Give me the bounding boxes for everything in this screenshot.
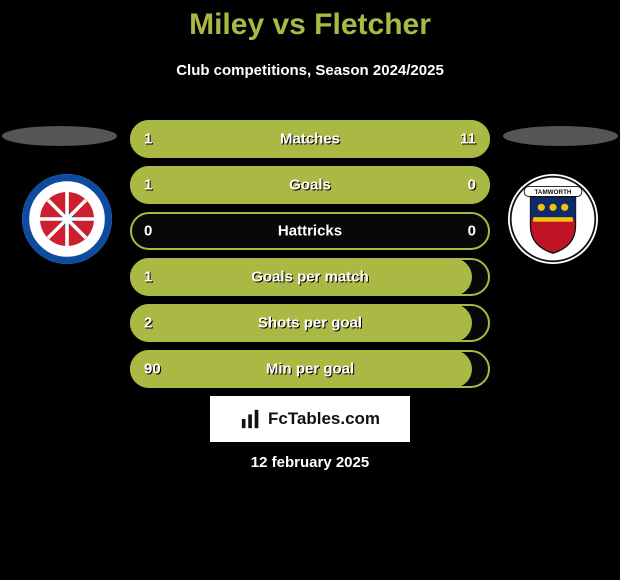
hartlepool-united-badge: HARTLEPOOL — [22, 174, 112, 264]
stat-value-left: 90 — [144, 361, 161, 378]
stat-row: 2 Shots per goal — [130, 304, 490, 342]
stat-value-left: 1 — [144, 177, 152, 194]
comparison-infographic: Miley vs Fletcher Club competitions, Sea… — [0, 0, 620, 580]
stat-value-left: 2 — [144, 315, 152, 332]
chart-icon — [240, 408, 262, 430]
page-title: Miley vs Fletcher — [0, 8, 620, 42]
svg-text:TAMWORTH: TAMWORTH — [535, 189, 572, 196]
branding-box: FcTables.com — [210, 396, 410, 442]
stat-value-right: 11 — [460, 131, 476, 148]
stat-value-right: 0 — [468, 177, 476, 194]
stat-value-left: 1 — [144, 131, 152, 148]
stat-label: Goals per match — [251, 269, 369, 286]
stat-rows: 111Matches10Goals00Hattricks1Goals per m… — [130, 120, 490, 396]
stat-value-right: 0 — [468, 223, 476, 240]
stat-row: 90 Min per goal — [130, 350, 490, 388]
player-base-right — [503, 126, 618, 146]
bar-left-fill — [130, 166, 411, 204]
tamworth-fc-badge: TAMWORTH — [508, 174, 598, 264]
stat-row: 1 0 Goals — [130, 166, 490, 204]
club-badge-left-icon: HARTLEPOOL — [22, 174, 112, 264]
subtitle: Club competitions, Season 2024/2025 — [0, 62, 620, 79]
branding-text: FcTables.com — [268, 409, 380, 429]
stat-label: Goals — [289, 177, 331, 194]
bar-right-fill — [411, 166, 490, 204]
stat-row: 0 0 Hattricks — [130, 212, 490, 250]
stat-label: Shots per goal — [258, 315, 362, 332]
stat-value-left: 1 — [144, 269, 152, 286]
stat-label: Matches — [280, 131, 340, 148]
date-text: 12 february 2025 — [0, 454, 620, 471]
stat-row: 1 Goals per match — [130, 258, 490, 296]
stat-label: Hattricks — [278, 223, 342, 240]
bar-left-fill — [130, 120, 209, 158]
player-base-left — [2, 126, 117, 146]
club-badge-right-icon: TAMWORTH — [508, 174, 598, 264]
stat-value-left: 0 — [144, 223, 152, 240]
stat-label: Min per goal — [266, 361, 354, 378]
bar-right-fill — [209, 120, 490, 158]
stat-row: 111Matches — [130, 120, 490, 158]
